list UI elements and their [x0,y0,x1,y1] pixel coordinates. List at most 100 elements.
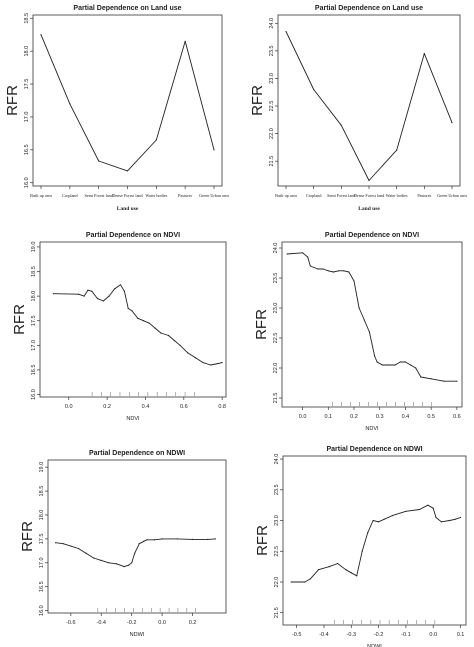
data-point [376,361,378,363]
data-point [350,572,352,574]
data-point [77,547,80,550]
y-tick-label: 18.0 [31,291,37,302]
data-point [459,516,462,519]
data-point [391,515,393,517]
data-point [449,519,451,522]
x-axis-label: NDVI [126,416,140,422]
data-point [418,508,421,511]
data-point [381,364,383,366]
x-tick-label: Semi Forest land [84,193,113,198]
data-point [187,352,189,354]
x-tick-label: Dense Forest land [112,193,143,198]
plot-frame [277,14,461,187]
y-tick-label: 21.5 [269,156,275,167]
x-tick-label: 0.1 [324,414,332,420]
y-tick-label: 22.0 [269,128,275,139]
y-tick-label: 18.5 [31,266,37,277]
x-axis-label: Land use [117,206,139,212]
data-point [404,361,407,363]
y-tick-label: 23.5 [274,484,280,495]
y-axis-label: RFR [4,85,21,116]
y-tick-label: 16.5 [24,144,30,155]
data-point [194,357,196,359]
chart-title: Partial Dependence on NDWI [326,446,422,453]
data-point [420,376,422,378]
y-tick-label: 23.0 [269,73,275,84]
data-point [85,552,87,554]
data-point [210,364,212,366]
data-point [285,30,287,33]
data-point [119,284,122,286]
y-tick-label: 22.0 [274,577,280,588]
data-point [179,344,181,346]
data-point [427,504,429,506]
x-tick-label: -0.1 [401,632,410,638]
y-tick-label: 16.0 [39,605,45,616]
x-tick-label: -0.4 [319,632,328,638]
plot-frame [39,241,227,398]
x-tick-label: 0.2 [103,404,111,410]
data-point [70,545,72,547]
data-point [153,539,156,541]
data-point [394,364,396,366]
plot-frame [47,459,227,614]
data-point [337,270,340,272]
data-point [123,566,125,568]
x-tick-label: 0.1 [457,632,465,638]
data-point [383,518,385,520]
data-point [358,307,360,309]
data-point [309,578,311,580]
data-point [443,380,445,382]
plot-frame [32,14,223,187]
data-point [52,293,55,295]
y-tick-label: 18.5 [39,486,45,497]
x-tick-label: Water bodies [386,193,408,198]
y-tick-label: 22.5 [274,546,280,557]
y-axis-label: RFR [19,521,36,552]
x-tick-label: 0.2 [350,414,358,420]
x-tick-label: 0.0 [429,632,437,638]
y-tick-label: 23.5 [273,273,279,284]
data-point [337,562,339,565]
x-tick-label: 0.3 [376,414,384,420]
data-point [372,519,374,522]
data-point [309,265,311,267]
data-point [154,327,156,329]
data-point [40,34,42,36]
data-point [108,295,110,297]
data-point [155,139,157,141]
data-point [142,320,145,322]
data-point [148,322,150,324]
x-tick-label: Green Urban area [437,193,467,198]
y-tick-label: 23.0 [273,303,279,314]
x-axis-label: NDWI [130,632,145,638]
x-tick-label: Built up area [30,193,52,198]
data-point [423,53,425,55]
y-tick-label: 22.5 [273,333,279,344]
data-point [327,270,329,272]
data-point [55,542,57,544]
y-tick-label: 22.0 [273,363,279,374]
x-tick-label: 0.2 [189,620,197,626]
y-tick-label: 18.5 [24,13,30,24]
data-point [167,334,170,337]
y-tick-label: 17.0 [39,557,45,568]
data-point [87,289,89,291]
x-tick-label: 0.0 [65,404,73,410]
y-tick-label: 17.5 [24,79,30,90]
data-point [396,149,398,151]
data-point [134,552,136,554]
y-tick-label: 19.0 [39,462,45,473]
data-point [207,538,209,540]
data-point [405,510,407,512]
data-point [356,575,358,577]
data-point [345,569,347,571]
data-point [340,124,342,126]
x-tick-label: -0.3 [347,632,356,638]
data-point [328,566,331,568]
y-tick-label: 16.5 [31,365,37,376]
data-point [96,297,99,300]
data-point [217,362,219,365]
x-tick-label: -0.2 [127,620,136,626]
data-point [100,559,102,562]
